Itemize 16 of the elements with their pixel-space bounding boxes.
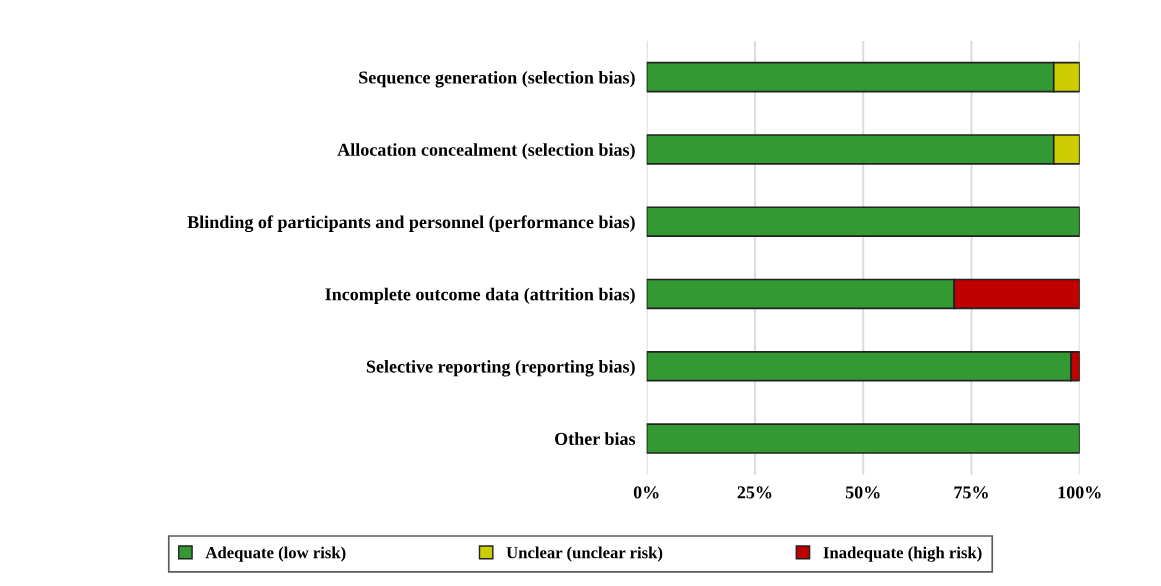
legend-label: Adequate (low risk) [205,546,346,562]
y-tick-label: Blinding of participants and personnel (performance bias) [187,215,635,233]
y-tick-label: Selective reporting (reporting bias) [366,359,635,377]
x-tick-label: 75% [954,486,988,499]
y-tick-label: Other bias [555,432,636,445]
x-tick-label: 25% [737,486,772,499]
y-tick-label: Allocation concealment (selection bias) [337,143,635,160]
bar [646,206,1080,237]
x-tick-label: 100% [1058,486,1101,499]
y-tick-label: Incomplete outcome data (attrition bias) [325,287,635,305]
bar [646,423,1080,454]
y-tick-label: Sequence generation (selection bias) [359,70,635,88]
x-tick-label: 50% [845,486,880,499]
legend-label: Unclear (unclear risk) [506,546,663,562]
x-tick-label: 0% [633,486,659,499]
legend-label: Inadequate (high risk) [823,546,982,562]
